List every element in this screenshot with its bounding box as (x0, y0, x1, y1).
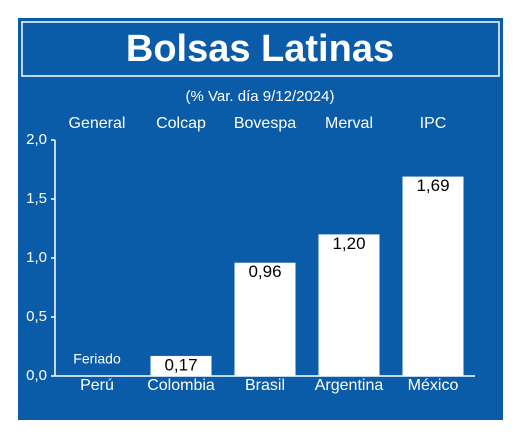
index-name: Merval (325, 115, 373, 132)
index-name: General (69, 115, 126, 132)
bar (150, 355, 212, 376)
bar (234, 262, 296, 376)
y-tick-label: 1,0 (26, 249, 47, 266)
chart-title: Bolsas Latinas (126, 28, 394, 70)
index-name: Colcap (156, 115, 206, 132)
value-label: 0,17 (164, 355, 197, 374)
value-label: 0,96 (248, 262, 281, 281)
x-tick-label: Perú (80, 377, 114, 394)
y-tick-label: 2,0 (26, 131, 47, 148)
x-tick-label: Argentina (315, 377, 384, 394)
bar (402, 176, 464, 376)
chart-subtitle: (% Var. día 9/12/2024) (186, 88, 335, 105)
index-name: Bovespa (234, 115, 296, 132)
y-tick-label: 0,0 (26, 367, 47, 384)
index-name: IPC (420, 115, 447, 132)
value-label: 1,20 (332, 234, 365, 253)
title-frame (21, 21, 500, 77)
y-tick-label: 0,5 (26, 308, 47, 325)
x-tick-label: Colombia (147, 377, 215, 394)
y-tick-label: 1,5 (26, 190, 47, 207)
bar (318, 234, 380, 376)
x-tick-label: Brasil (245, 377, 285, 394)
value-label: Feriado (73, 351, 121, 367)
value-label: 1,69 (416, 176, 449, 195)
x-tick-label: México (408, 377, 459, 394)
